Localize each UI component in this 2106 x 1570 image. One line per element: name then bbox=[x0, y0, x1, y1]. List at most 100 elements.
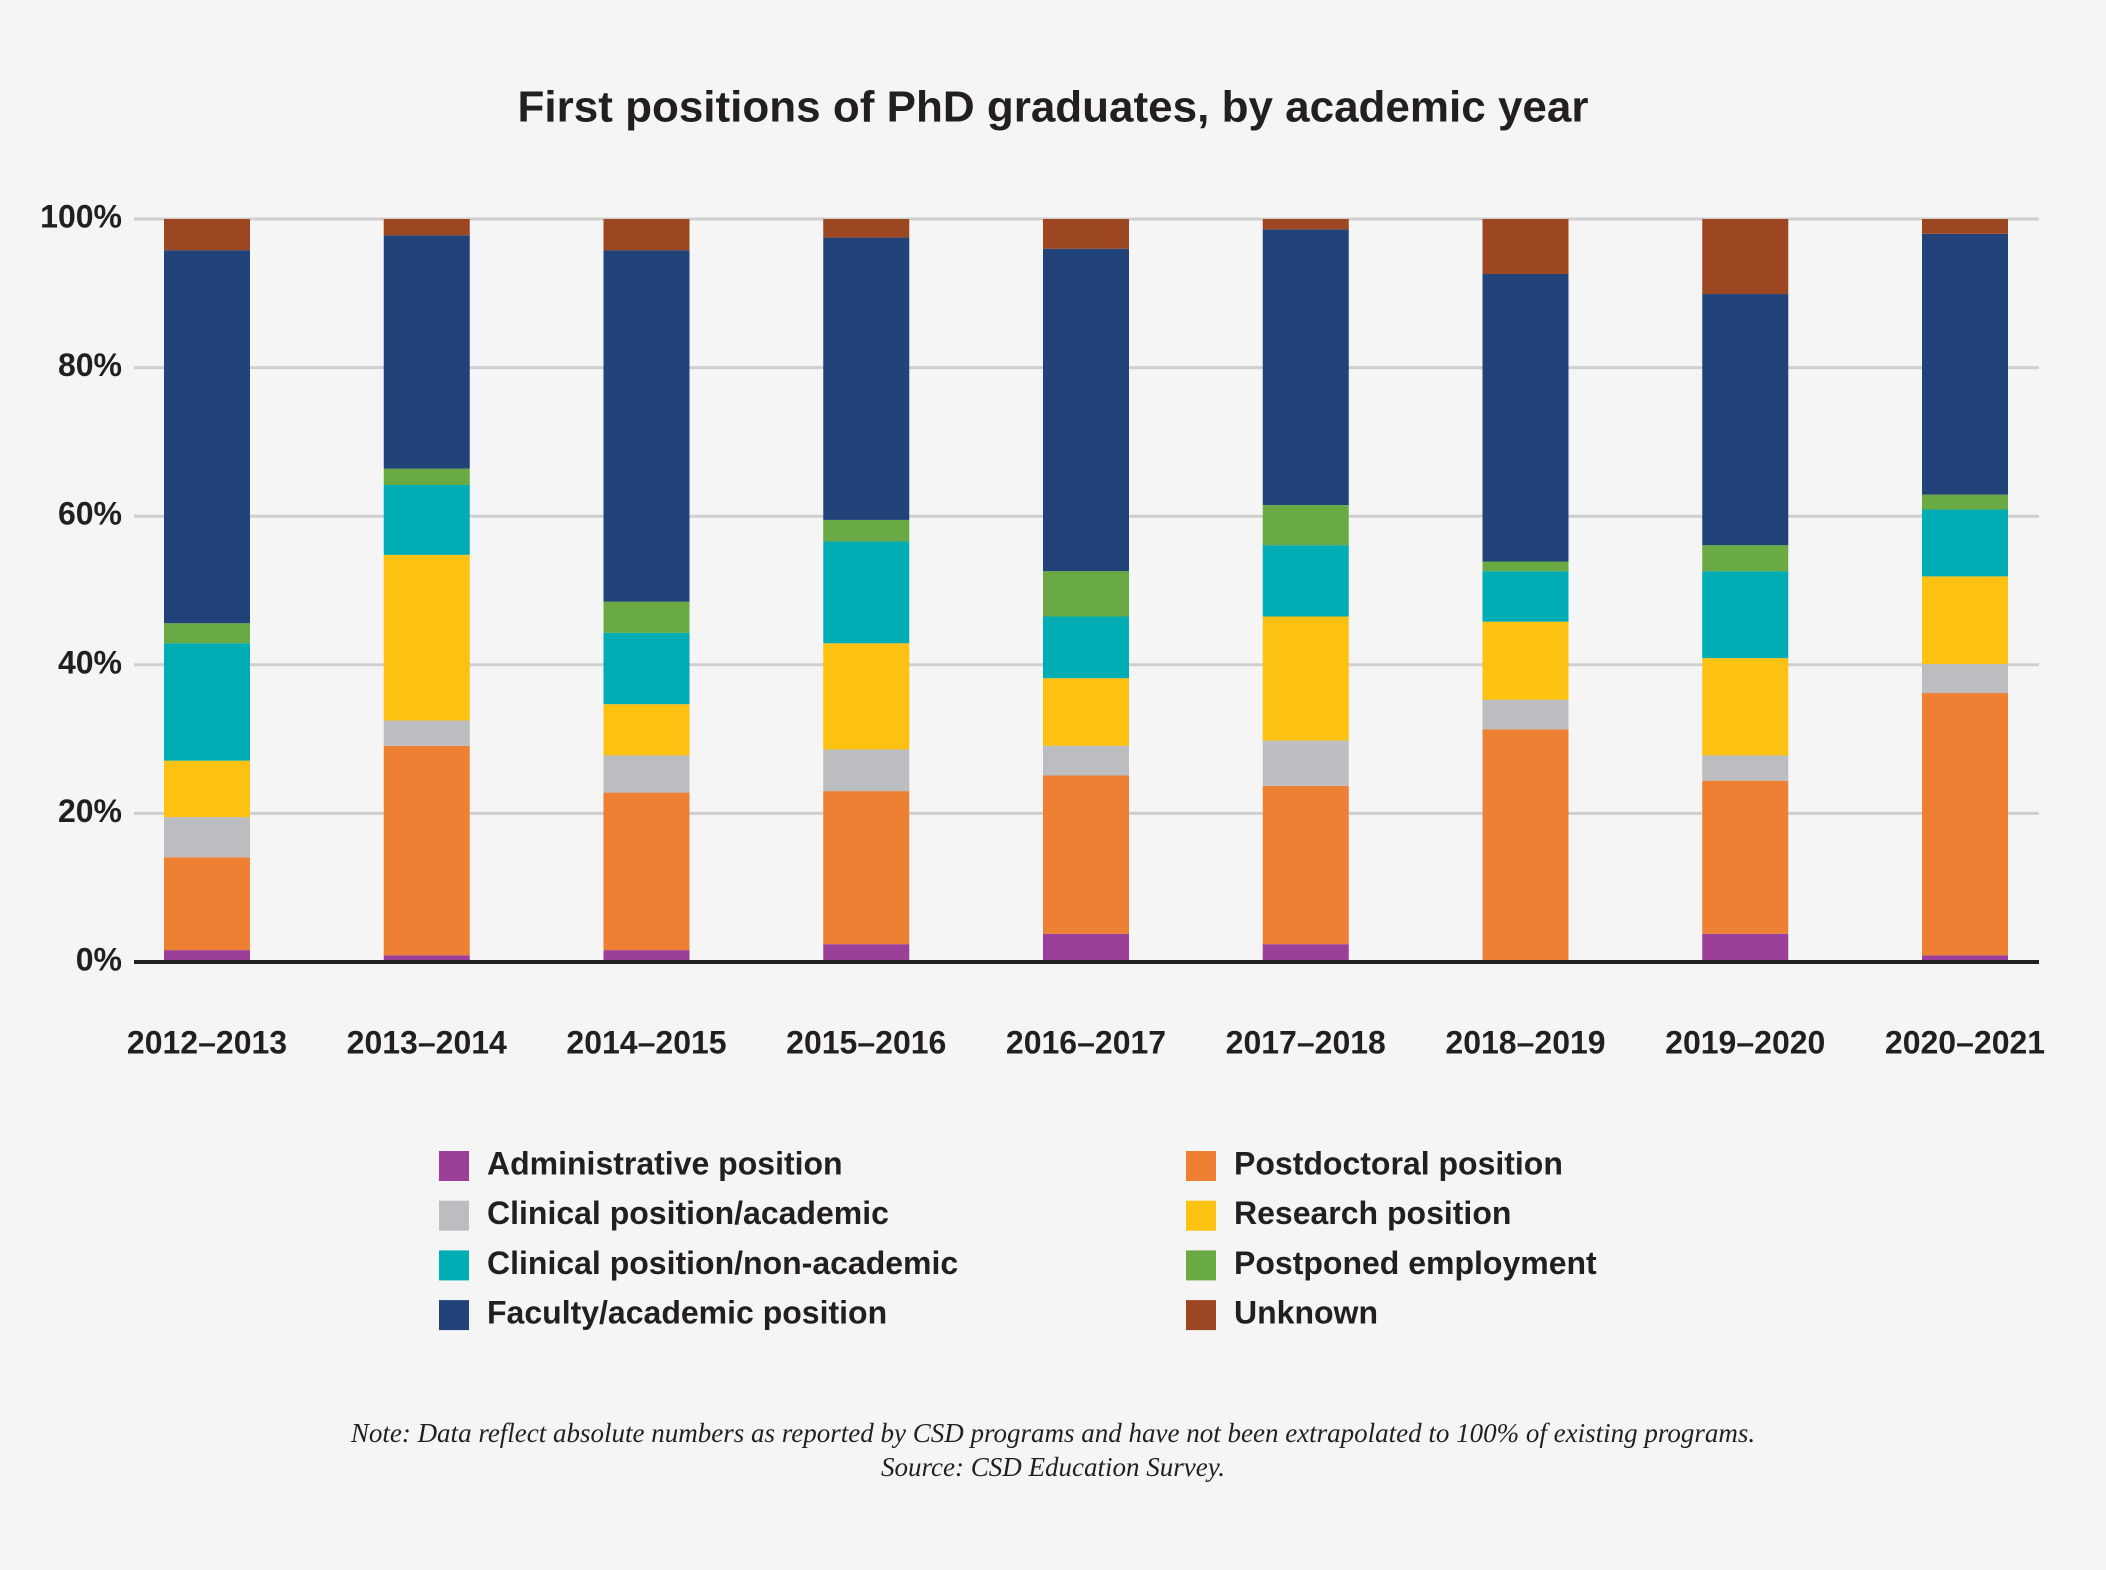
bar-segment bbox=[1262, 505, 1349, 546]
bar-segment bbox=[1922, 233, 2008, 495]
bar-segment bbox=[164, 219, 250, 251]
legend-swatch bbox=[439, 1300, 469, 1331]
bar-segment bbox=[1262, 229, 1349, 506]
legend-label: Administrative position bbox=[487, 1145, 843, 1181]
legend-swatch bbox=[439, 1151, 469, 1181]
bar-segment bbox=[1922, 509, 2008, 577]
bar-segment bbox=[1482, 273, 1569, 562]
bar-segment bbox=[823, 237, 910, 520]
legend-swatch bbox=[1186, 1250, 1216, 1281]
bar-segment bbox=[823, 643, 910, 750]
bar-segment bbox=[1262, 785, 1349, 945]
bar-segment bbox=[383, 235, 470, 469]
legend-swatch bbox=[1186, 1200, 1216, 1231]
bar-segment bbox=[823, 519, 910, 542]
x-tick-label: 2013–2014 bbox=[347, 1024, 507, 1060]
bar-segment bbox=[1922, 576, 2008, 665]
bar-segment bbox=[1922, 955, 2008, 962]
bar-segment bbox=[1043, 616, 1129, 679]
y-tick-label: 40% bbox=[58, 644, 122, 680]
bar-segment bbox=[164, 643, 250, 761]
bar-segment bbox=[164, 760, 250, 818]
legend-label: Faculty/academic position bbox=[487, 1295, 887, 1331]
y-tick-label: 80% bbox=[58, 347, 122, 383]
x-tick-label: 2019–2020 bbox=[1665, 1024, 1825, 1060]
legend-swatch bbox=[1186, 1151, 1216, 1181]
bar-segment bbox=[1043, 219, 1129, 249]
bar-segment bbox=[1043, 775, 1129, 934]
bar-segment bbox=[164, 857, 250, 951]
note: Note: Data reflect absolute numbers as r… bbox=[350, 1418, 1755, 1448]
bar-segment bbox=[1702, 658, 1789, 756]
bar-segment bbox=[1702, 294, 1789, 546]
chart-title: First positions of PhD graduates, by aca… bbox=[518, 83, 1589, 132]
bar-segment bbox=[1262, 740, 1349, 786]
bar-segment bbox=[1482, 561, 1569, 572]
bar-segment bbox=[823, 541, 910, 644]
bar-segment bbox=[603, 792, 690, 951]
bar-segment bbox=[1922, 664, 2008, 694]
bar-segment bbox=[383, 484, 470, 555]
bar-segment bbox=[1262, 219, 1349, 230]
legend-swatch bbox=[439, 1250, 469, 1281]
bar-segment bbox=[1043, 678, 1129, 746]
y-tick-label: 20% bbox=[58, 793, 122, 829]
y-tick-label: 60% bbox=[58, 496, 122, 532]
bar-segment bbox=[164, 950, 250, 962]
x-tick-label: 2016–2017 bbox=[1006, 1024, 1166, 1060]
bar-segment bbox=[1482, 571, 1569, 622]
bar-segment bbox=[1262, 545, 1349, 617]
bar-segment bbox=[1702, 219, 1789, 295]
x-tick-label: 2018–2019 bbox=[1445, 1024, 1605, 1060]
bar-segment bbox=[1043, 248, 1129, 572]
bar-segment bbox=[383, 720, 470, 746]
legend-label: Research position bbox=[1234, 1195, 1511, 1231]
y-tick-label: 100% bbox=[40, 198, 122, 234]
legend-label: Postdoctoral position bbox=[1234, 1145, 1563, 1181]
bar-segment bbox=[603, 601, 690, 633]
bar-segment bbox=[1043, 571, 1129, 617]
bar-segment bbox=[383, 955, 470, 962]
bar-segment bbox=[1043, 933, 1129, 962]
legend-label: Postponed employment bbox=[1234, 1245, 1597, 1281]
x-tick-label: 2015–2016 bbox=[786, 1024, 946, 1060]
bar-segment bbox=[1922, 693, 2008, 956]
bar-segment bbox=[1702, 933, 1789, 962]
legend-label: Clinical position/academic bbox=[487, 1195, 889, 1231]
legend-swatch bbox=[439, 1200, 469, 1231]
bar-segment bbox=[383, 745, 470, 956]
bar-segment bbox=[1702, 545, 1789, 572]
bar-segment bbox=[1482, 699, 1569, 730]
bar-segment bbox=[1482, 219, 1569, 274]
bar-segment bbox=[383, 468, 470, 485]
bar-segment bbox=[1482, 621, 1569, 700]
bar-segment bbox=[164, 623, 250, 644]
bar-segment bbox=[164, 250, 250, 624]
bar-segment bbox=[1482, 729, 1569, 962]
bar-segment bbox=[1922, 494, 2008, 510]
bar-segment bbox=[1043, 745, 1129, 776]
bar-segment bbox=[603, 704, 690, 756]
bar-segment bbox=[164, 817, 250, 858]
bar-segment bbox=[1702, 755, 1789, 781]
bar-segment bbox=[1702, 780, 1789, 934]
bar-segment bbox=[603, 632, 690, 705]
note: Source: CSD Education Survey. bbox=[881, 1452, 1225, 1482]
bar-segment bbox=[383, 554, 470, 721]
bar-segment bbox=[1922, 219, 2008, 234]
bar-segment bbox=[823, 219, 910, 238]
x-tick-label: 2014–2015 bbox=[566, 1024, 726, 1060]
bar-segment bbox=[603, 250, 690, 602]
bar-segment bbox=[823, 749, 910, 792]
legend-label: Unknown bbox=[1234, 1295, 1378, 1331]
x-tick-label: 2017–2018 bbox=[1226, 1024, 1386, 1060]
x-tick-label: 2012–2013 bbox=[127, 1024, 287, 1060]
y-tick-label: 0% bbox=[76, 941, 122, 977]
bar-segment bbox=[603, 755, 690, 793]
legend-label: Clinical position/non-academic bbox=[487, 1245, 958, 1281]
bar-segment bbox=[383, 219, 470, 236]
bar-segment bbox=[823, 791, 910, 945]
bar-segment bbox=[1702, 571, 1789, 659]
